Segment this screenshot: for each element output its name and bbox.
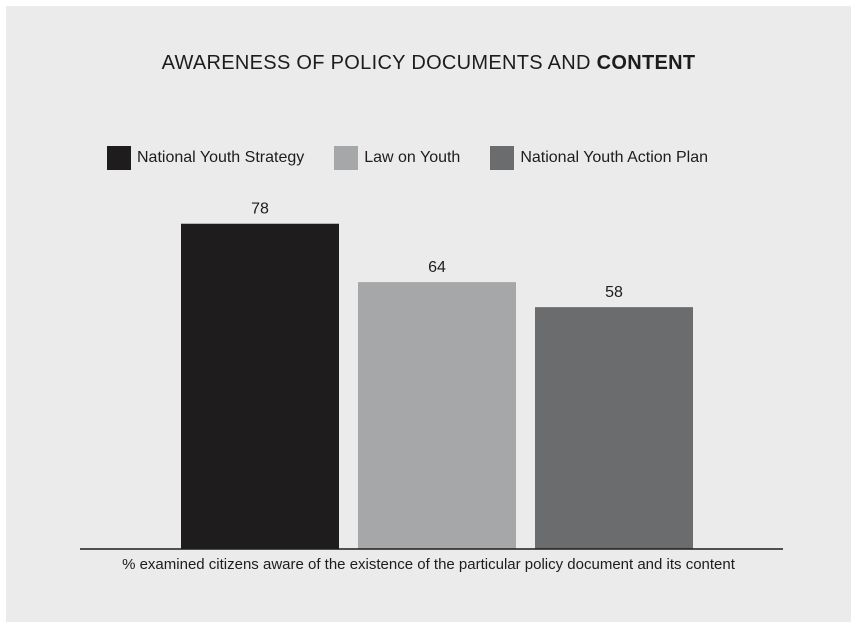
bar-national-youth-strategy: [181, 223, 339, 550]
legend-item-national-youth-action-plan: National Youth Action Plan: [490, 146, 708, 170]
bar-law-on-youth: [358, 282, 516, 549]
legend-swatch-law-on-youth: [334, 146, 359, 170]
legend-label-national-youth-action-plan: National Youth Action Plan: [520, 149, 709, 166]
x-axis-label: % examined citizens aware of the existen…: [122, 556, 735, 573]
legend-label-law-on-youth: Law on Youth: [364, 149, 461, 166]
legend-swatch-national-youth-action-plan: [490, 146, 515, 170]
bar-group: 78 64 58: [181, 201, 693, 550]
chart-title: AWARENESS OF POLICY DOCUMENTS AND CONTEN…: [0, 52, 857, 75]
data-label-law-on-youth: 64: [428, 259, 446, 276]
legend-item-law-on-youth: Law on Youth: [334, 146, 460, 170]
legend-swatch-national-youth-strategy: [107, 146, 131, 170]
data-label-national-youth-action-plan: 58: [605, 284, 623, 301]
legend-item-national-youth-strategy: National Youth Strategy: [107, 146, 304, 170]
chart-title-regular: AWARENESS OF POLICY DOCUMENTS AND: [161, 52, 597, 74]
bar-national-youth-action-plan: [535, 307, 693, 549]
chart-title-bold: CONTENT: [596, 52, 696, 74]
chart-legend: National Youth Strategy Law on Youth Nat…: [107, 146, 708, 170]
data-label-national-youth-strategy: 78: [251, 201, 269, 218]
legend-label-national-youth-strategy: National Youth Strategy: [137, 149, 305, 166]
